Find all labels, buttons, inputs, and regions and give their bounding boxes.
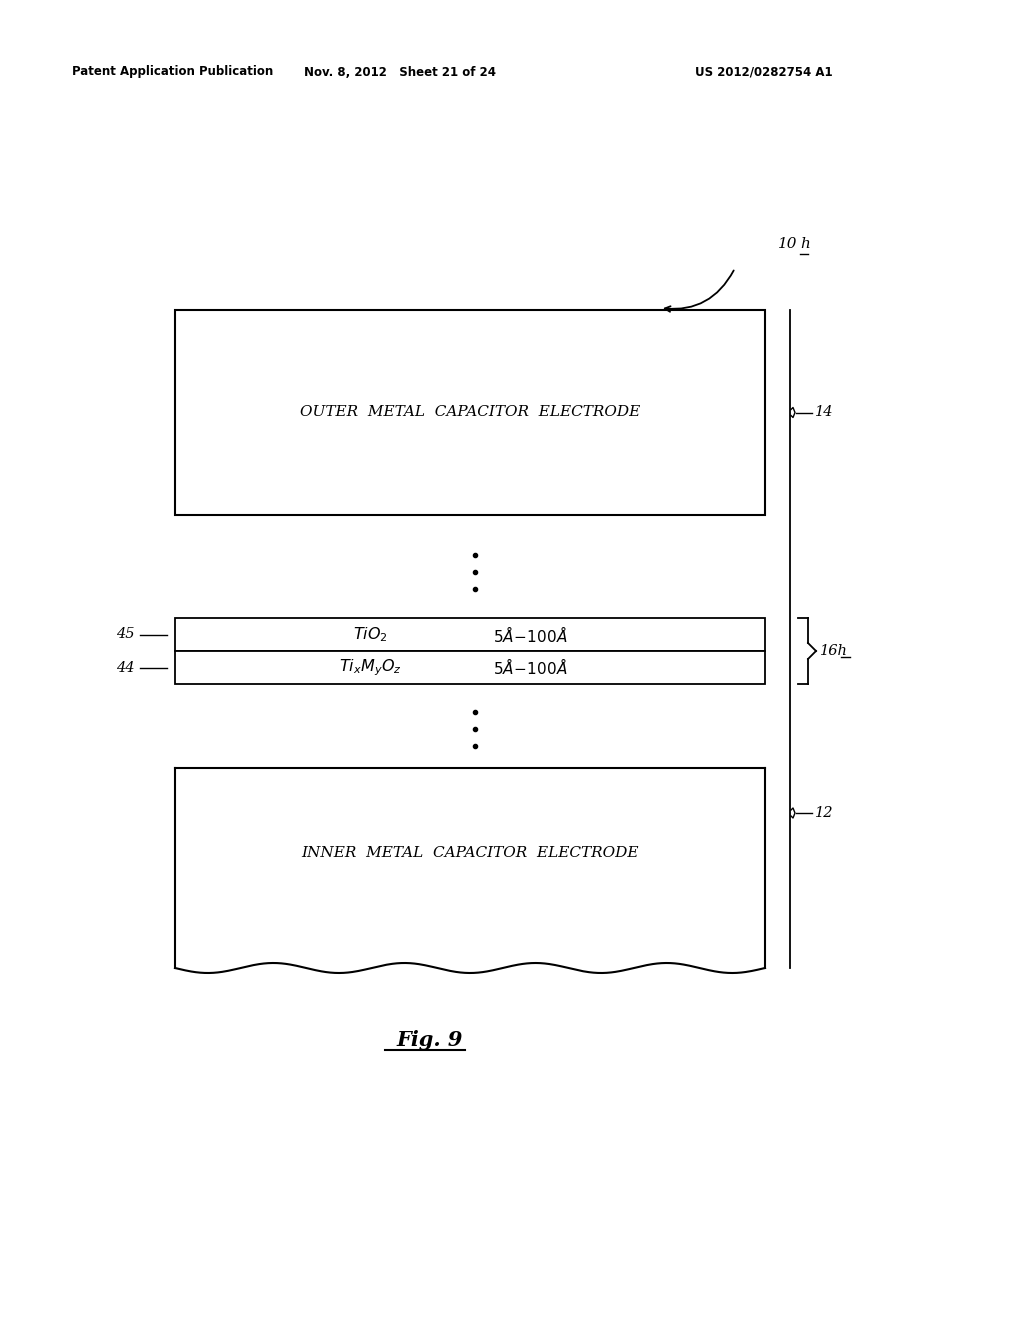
Text: OUTER  METAL  CAPACITOR  ELECTRODE: OUTER METAL CAPACITOR ELECTRODE	[300, 405, 640, 420]
Text: 16h: 16h	[820, 644, 848, 657]
Text: $\mathit{5\AA\!-\!100\AA}$: $\mathit{5\AA\!-\!100\AA}$	[493, 624, 567, 644]
Text: $\mathit{TiO_2}$: $\mathit{TiO_2}$	[352, 626, 387, 644]
Text: Patent Application Publication: Patent Application Publication	[72, 66, 273, 78]
Text: $\mathit{Ti_xM_yO_z}$: $\mathit{Ti_xM_yO_z}$	[339, 657, 401, 677]
Text: INNER  METAL  CAPACITOR  ELECTRODE: INNER METAL CAPACITOR ELECTRODE	[301, 846, 639, 861]
Bar	[175, 651, 765, 684]
Text: 10: 10	[778, 238, 798, 251]
Text: 14: 14	[815, 405, 834, 420]
Text: h: h	[800, 238, 810, 251]
Bar	[175, 618, 765, 651]
Text: $\mathit{5\AA\!-\!100\AA}$: $\mathit{5\AA\!-\!100\AA}$	[493, 657, 567, 677]
Text: 45: 45	[117, 627, 135, 642]
Text: 12: 12	[815, 807, 834, 820]
Text: US 2012/0282754 A1: US 2012/0282754 A1	[695, 66, 833, 78]
Bar	[175, 310, 765, 515]
Text: 44: 44	[117, 660, 135, 675]
Text: Fig. 9: Fig. 9	[397, 1030, 463, 1049]
Text: Nov. 8, 2012   Sheet 21 of 24: Nov. 8, 2012 Sheet 21 of 24	[304, 66, 496, 78]
